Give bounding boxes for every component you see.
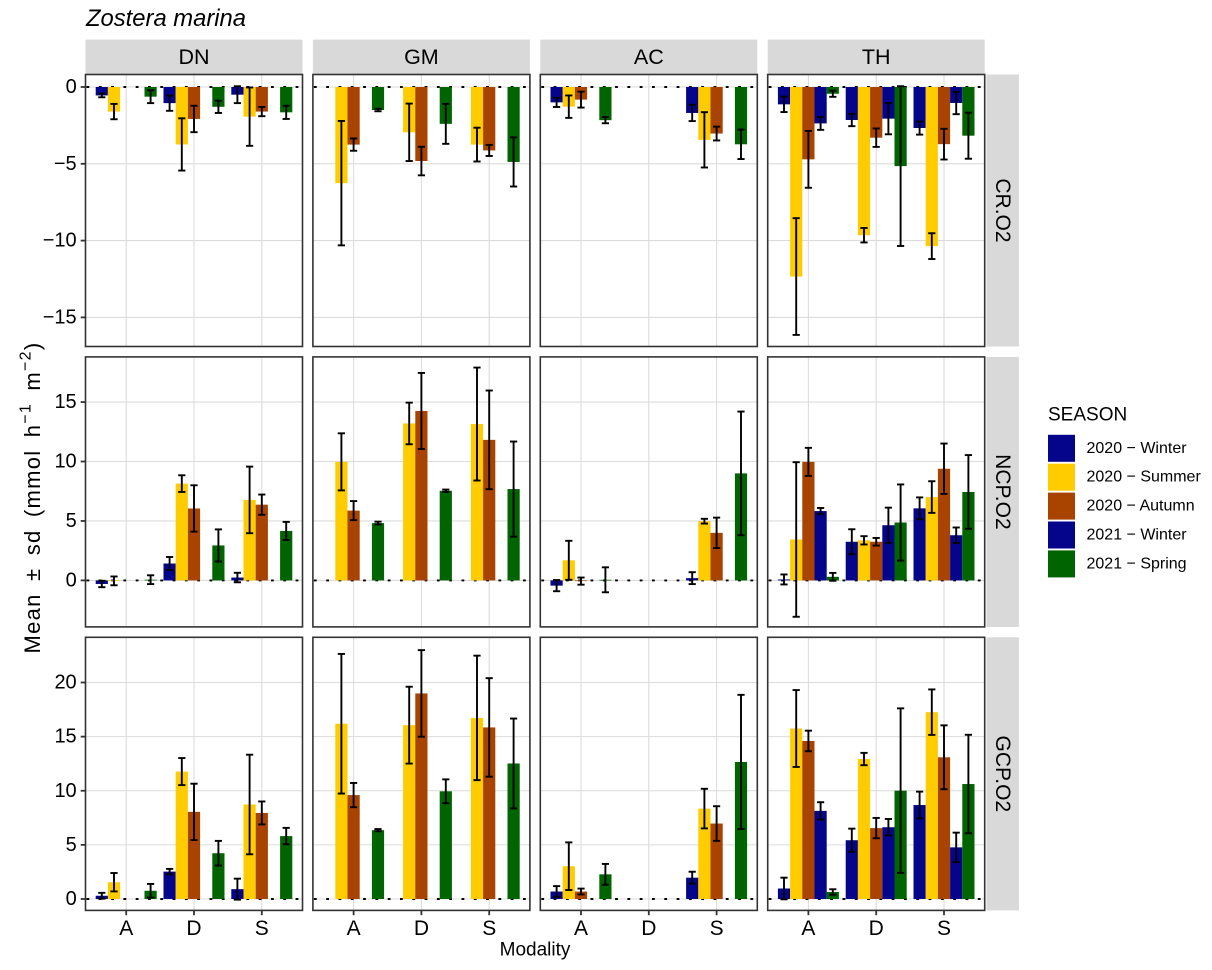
svg-text:D: D bbox=[869, 917, 884, 940]
svg-text:Modality: Modality bbox=[500, 940, 571, 961]
svg-text:GCP.O2: GCP.O2 bbox=[991, 736, 1014, 813]
svg-text:S: S bbox=[482, 917, 496, 940]
svg-text:TH: TH bbox=[862, 45, 891, 69]
svg-text:D: D bbox=[186, 917, 201, 940]
svg-text:GM: GM bbox=[404, 45, 439, 69]
svg-text:A: A bbox=[574, 917, 588, 940]
svg-text:2020 − Winter: 2020 − Winter bbox=[1087, 440, 1188, 457]
svg-text:0: 0 bbox=[66, 76, 77, 98]
svg-text:5: 5 bbox=[66, 834, 77, 856]
svg-text:−15: −15 bbox=[43, 306, 77, 328]
svg-text:AC: AC bbox=[634, 45, 664, 69]
svg-text:2020 − Summer: 2020 − Summer bbox=[1087, 469, 1202, 486]
svg-text:5: 5 bbox=[66, 510, 77, 532]
svg-text:Mean ± sd (mmol h−1 m−2): Mean ± sd (mmol h−1 m−2) bbox=[18, 341, 46, 653]
svg-text:S: S bbox=[937, 917, 951, 940]
svg-text:D: D bbox=[641, 917, 656, 940]
svg-text:DN: DN bbox=[178, 45, 209, 69]
svg-text:−10: −10 bbox=[43, 230, 77, 252]
svg-text:A: A bbox=[347, 917, 361, 940]
svg-text:2021 − Winter: 2021 − Winter bbox=[1087, 527, 1188, 544]
svg-text:20: 20 bbox=[54, 672, 76, 694]
svg-text:0: 0 bbox=[66, 888, 77, 910]
svg-text:NCP.O2: NCP.O2 bbox=[991, 454, 1014, 529]
svg-text:10: 10 bbox=[54, 780, 76, 802]
svg-text:15: 15 bbox=[54, 726, 76, 748]
svg-text:SEASON: SEASON bbox=[1048, 405, 1127, 426]
svg-text:−5: −5 bbox=[54, 153, 77, 175]
svg-text:2020 − Autumn: 2020 − Autumn bbox=[1087, 498, 1195, 515]
svg-text:15: 15 bbox=[54, 391, 76, 413]
svg-text:10: 10 bbox=[54, 451, 76, 473]
svg-text:0: 0 bbox=[66, 569, 77, 591]
svg-text:S: S bbox=[255, 917, 269, 940]
svg-text:A: A bbox=[801, 917, 815, 940]
svg-text:Zostera marina: Zostera marina bbox=[85, 5, 246, 32]
svg-text:D: D bbox=[414, 917, 429, 940]
svg-text:CR.O2: CR.O2 bbox=[991, 178, 1014, 242]
svg-text:A: A bbox=[119, 917, 133, 940]
svg-text:2021 − Spring: 2021 − Spring bbox=[1087, 555, 1187, 572]
svg-text:S: S bbox=[710, 917, 724, 940]
